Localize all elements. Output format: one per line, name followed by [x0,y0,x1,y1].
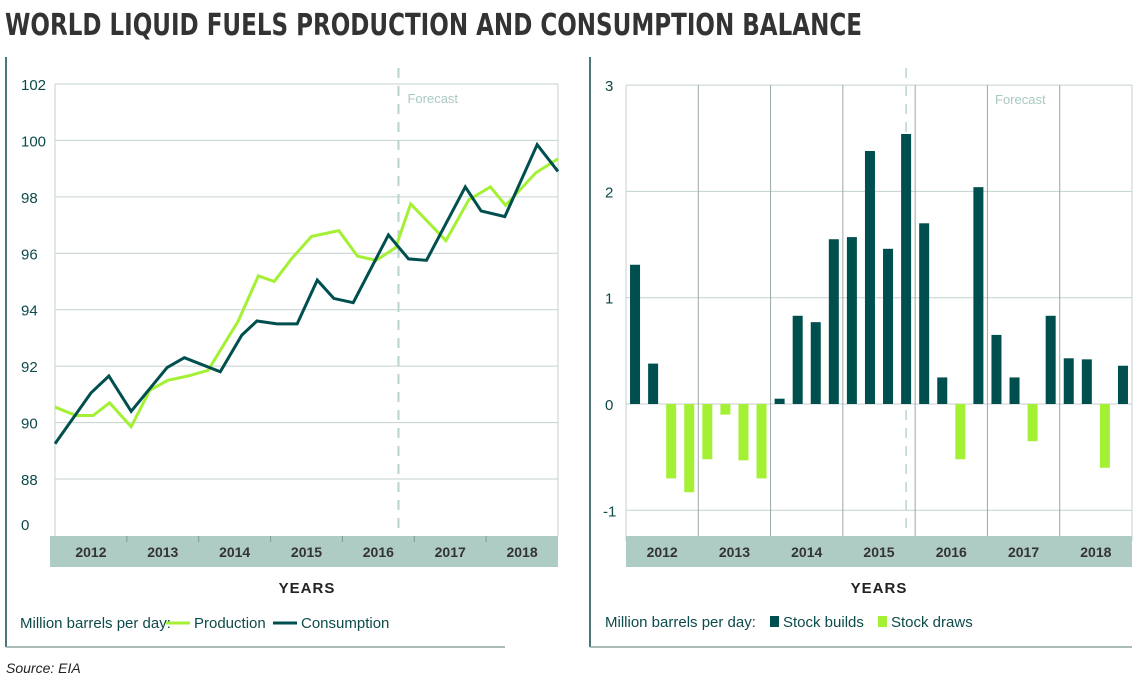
bar-stock-build [648,364,658,404]
bar-stock-build [973,187,983,404]
x-tick-label: 2014 [219,544,250,560]
bar-stock-draw [720,404,730,415]
legend-label-stock-draws: Stock draws [891,614,973,631]
y-tick-label: 88 [21,472,38,489]
bar-stock-build [793,316,803,404]
x-tick-label: 2015 [291,544,322,560]
bar-stock-build [811,322,821,404]
bar-stock-build [1064,358,1074,404]
x-tick-label: 2016 [936,544,967,560]
bar-stock-build [937,377,947,404]
x-tick-label: 2012 [647,544,678,560]
chart-title: WORLD LIQUID FUELS PRODUCTION AND CONSUM… [5,8,862,43]
y-tick-label: -1 [603,503,616,520]
x-tick-label: 2014 [791,544,822,560]
y-tick-label: 100 [21,133,46,150]
bar-stock-draw [955,404,965,459]
x-tick-label: 2015 [863,544,894,560]
bar-stock-build [1082,359,1092,404]
bar-stock-build [901,134,911,404]
x-tick-label: 2018 [1080,544,1111,560]
y-tick-label: 3 [605,78,613,95]
y-tick-label: 92 [21,359,38,376]
x-axis-label: YEARS [279,580,336,597]
y-tick-label: 0 [605,397,613,414]
bar-stock-draw [738,404,748,460]
legend-prefix: Million barrels per day: [20,615,171,632]
bar-stock-build [829,239,839,404]
legend-swatch-stock-draws [878,616,887,627]
legend-label-consumption: Consumption [301,615,389,632]
legend-swatch-stock-builds [770,616,779,627]
bar-stock-draw [702,404,712,459]
legend-label-production: Production [194,615,266,632]
bar-stock-draw [666,404,676,478]
series-line-production [55,159,558,427]
x-tick-label: 2017 [435,544,466,560]
bar-stock-build [847,237,857,404]
bar-stock-draw [684,404,694,492]
forecast-label: Forecast [995,92,1046,107]
forecast-label: Forecast [407,91,458,106]
source-note: Source: EIA [6,660,81,676]
bar-stock-draw [1100,404,1110,468]
y-tick-label: 96 [21,246,38,263]
bar-stock-draw [1028,404,1038,441]
y-tick-label: 94 [21,303,38,320]
bar-stock-build [1046,316,1056,404]
y-tick-label: 0 [21,517,29,534]
x-tick-label: 2017 [1008,544,1039,560]
bar-stock-build [919,223,929,404]
bar-stock-build [775,399,785,404]
legend-prefix: Million barrels per day: [605,614,756,631]
y-tick-label: 2 [605,184,613,201]
right-panel-bar-chart: 3 2 1 0 -1 2012 2013 2014 2015 2016 2017 2018 Foreca… [590,57,1132,647]
bar-stock-build [1118,366,1128,404]
bar-stock-build [865,151,875,404]
series-line-consumption [55,145,558,444]
y-tick-label: 1 [605,291,613,308]
x-tick-label: 2012 [75,544,106,560]
left-panel-line-chart: 102 100 98 96 94 92 90 88 0 2012 2013 2014 2015 2016 2… [6,57,558,647]
x-tick-label: 2013 [147,544,178,560]
x-axis-label: YEARS [851,580,908,597]
bar-stock-build [883,249,893,404]
bar-stock-build [991,335,1001,404]
y-tick-label: 102 [21,77,46,94]
y-tick-label: 98 [21,190,38,207]
bar-stock-build [630,265,640,404]
bar-stock-build [1010,377,1020,404]
bar-stock-draw [757,404,767,478]
y-tick-label: 90 [21,416,38,433]
legend-label-stock-builds: Stock builds [783,614,864,631]
x-tick-label: 2016 [363,544,394,560]
x-tick-label: 2018 [506,544,537,560]
x-tick-label: 2013 [719,544,750,560]
